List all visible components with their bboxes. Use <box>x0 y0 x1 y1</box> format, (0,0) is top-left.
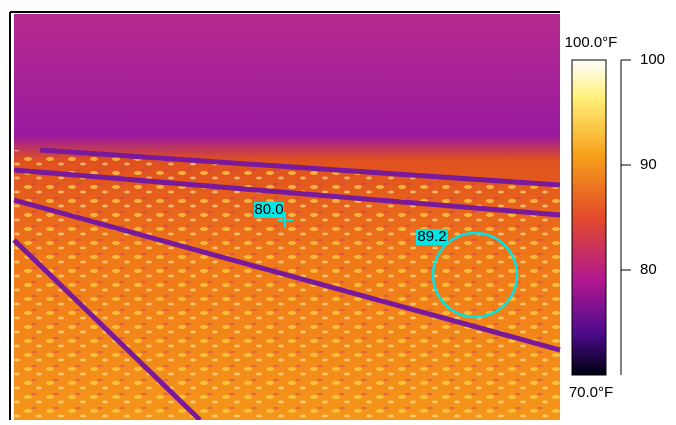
page: 100.0°F 70.0°F 80.0 89.2 1009080 (() => … <box>0 0 676 420</box>
scale-tick-label: 80 <box>640 261 657 278</box>
color-scale <box>572 60 606 375</box>
spot-label: 80.0 <box>254 201 283 218</box>
scale-tick-label: 90 <box>640 156 657 173</box>
thermal-screen: 100.0°F 70.0°F 80.0 89.2 100 90 80 <box>0 0 676 420</box>
area-label: 89.2 <box>417 228 446 245</box>
scale-tick-label: 100 <box>640 51 665 68</box>
scale-min-label: 70.0°F <box>569 384 613 401</box>
scale-max-label: 100.0°F <box>565 34 618 51</box>
